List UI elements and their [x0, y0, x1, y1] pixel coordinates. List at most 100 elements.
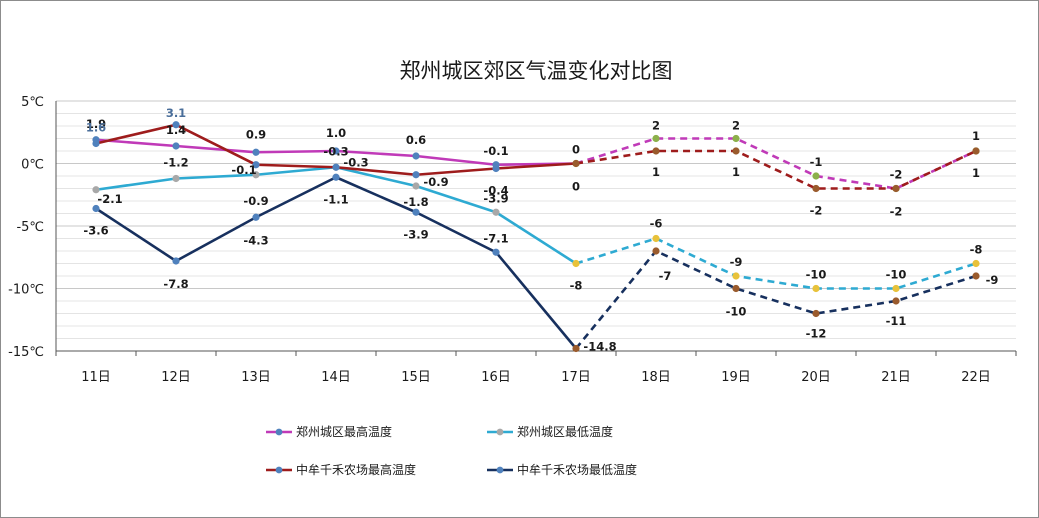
x-tick-label: 19日 [721, 370, 751, 385]
data-label: 1.6 [86, 121, 106, 135]
data-label: -9 [986, 273, 999, 287]
data-point [732, 272, 740, 280]
data-point [332, 147, 340, 155]
data-point [972, 259, 980, 268]
data-label: -0.9 [243, 194, 268, 208]
data-label: 3.1 [166, 106, 186, 120]
x-tick-label: 20日 [801, 370, 831, 385]
y-tick-label: 5℃ [21, 95, 44, 110]
x-tick-label: 14日 [321, 370, 351, 385]
data-point [92, 139, 100, 148]
chart-title: 郑州城区郊区气温变化对比图 [400, 59, 673, 83]
data-label: 1 [972, 166, 980, 180]
data-point [412, 208, 420, 216]
data-point [652, 147, 660, 155]
data-label: -3.9 [483, 191, 508, 205]
data-label: -0.1 [483, 144, 508, 158]
y-axis: 5℃ 0℃ -5℃ -10℃ -15℃ [8, 95, 57, 360]
data-label: -4.3 [243, 233, 268, 247]
data-point [812, 172, 820, 180]
data-label: -1.8 [403, 195, 428, 209]
data-label: -2 [890, 168, 903, 182]
data-label: -2 [890, 205, 903, 219]
data-label: -0.3 [323, 144, 348, 158]
data-point [92, 186, 100, 194]
y-tick-label: -5℃ [16, 220, 44, 235]
data-label: 1.4 [166, 123, 186, 137]
data-label: -11 [886, 314, 907, 328]
data-labels: 1.9 1.4 0.9 1.0 0.6 -0.1 0 2 2 -1 -2 1 -2.1 -1.2 -0.9 -… [83, 106, 998, 354]
gridlines [56, 100, 1016, 352]
data-label: -0.4 [483, 184, 508, 198]
data-point [732, 134, 740, 143]
legend-label: 中牟千禾农场最低温度 [517, 462, 637, 477]
data-label: 1 [732, 165, 740, 179]
data-label: -1.1 [323, 192, 348, 206]
x-tick-label: 16日 [481, 370, 511, 385]
data-label: -3.9 [403, 227, 428, 241]
data-label: -10 [886, 268, 907, 282]
data-point [652, 134, 660, 143]
data-point [252, 213, 260, 221]
data-point [252, 148, 260, 156]
x-axis: 11日 12日 13日 14日 15日 16日 17日 18日 19日 20日 21日 22日 [55, 350, 1017, 385]
data-point [492, 248, 500, 256]
series-lines [92, 121, 980, 353]
legend-swatch-marker [496, 466, 504, 474]
legend-label: 郑州城区最低温度 [517, 424, 613, 439]
data-label: -2.1 [97, 192, 122, 206]
data-label: -7.1 [483, 231, 508, 245]
data-point [172, 142, 180, 150]
data-point [812, 309, 820, 318]
data-label: -0.1 [231, 163, 256, 177]
data-label: -10 [726, 305, 747, 319]
y-tick-label: 0℃ [21, 158, 44, 173]
data-label: -12 [806, 327, 827, 341]
data-point [572, 344, 580, 353]
x-tick-label: 15日 [401, 370, 431, 385]
data-label: 1 [652, 165, 660, 179]
legend-swatch-marker [275, 428, 283, 436]
data-label: -8 [970, 243, 983, 257]
data-label: -14.8 [583, 340, 616, 354]
data-label: -3.6 [83, 224, 108, 238]
data-point [412, 182, 420, 190]
series-line-forecast-0 [575, 137, 977, 190]
data-label: -8 [570, 279, 583, 293]
data-label: 2 [652, 119, 660, 133]
y-tick-label: -10℃ [8, 283, 44, 298]
data-label: -9 [730, 255, 743, 269]
data-point [652, 234, 660, 243]
x-tick-label: 18日 [641, 370, 671, 385]
data-point [972, 272, 980, 280]
data-point [812, 284, 820, 293]
data-point [332, 163, 340, 171]
series-line-forecast-2 [575, 149, 977, 190]
data-point [172, 121, 180, 129]
legend-label: 郑州城区最高温度 [296, 424, 392, 439]
data-label: -1 [810, 155, 823, 169]
data-label: -0.9 [423, 175, 448, 189]
data-label: -7 [659, 269, 672, 283]
data-point [492, 208, 500, 216]
data-point [812, 184, 820, 193]
data-label: 1.0 [326, 126, 346, 140]
data-label: -7.8 [163, 277, 188, 291]
data-point [892, 284, 900, 293]
legend-swatch-marker [275, 466, 283, 474]
data-point [572, 159, 580, 168]
data-point [492, 164, 500, 173]
x-tick-label: 13日 [241, 370, 271, 385]
legend-label: 中牟千禾农场最高温度 [296, 462, 416, 477]
x-tick-label: 11日 [81, 370, 111, 385]
data-point [252, 161, 260, 169]
data-point [412, 171, 420, 179]
data-point [732, 284, 740, 293]
data-point [732, 147, 740, 155]
y-tick-label: -15℃ [8, 345, 44, 360]
data-point [652, 247, 660, 255]
data-label: -6 [650, 217, 663, 231]
x-tick-label: 22日 [961, 370, 991, 385]
